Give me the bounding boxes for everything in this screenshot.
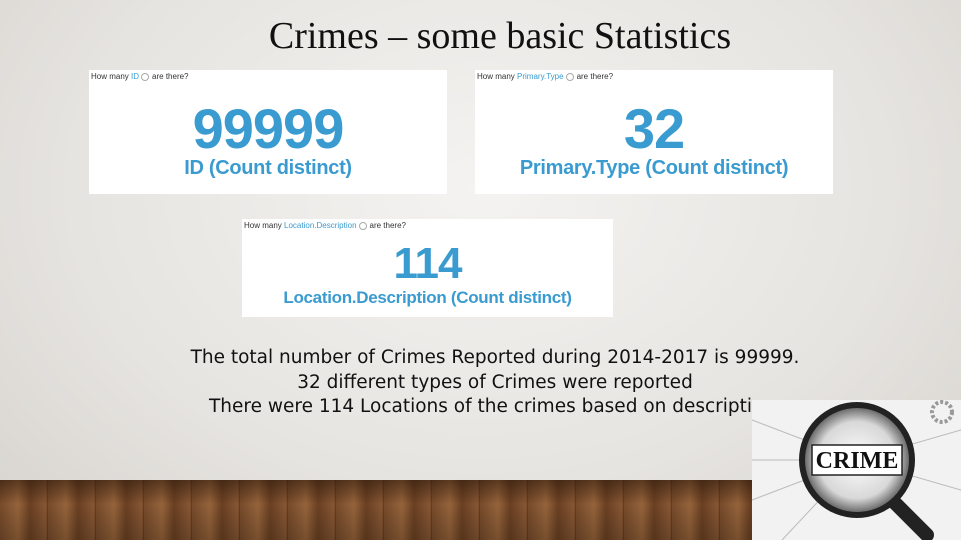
stat-label: ID (Count distinct)	[184, 157, 352, 179]
summary-line: There were 114 Locations of the crimes b…	[209, 396, 781, 417]
gear	[930, 400, 954, 424]
summary-line: The total number of Crimes Reported duri…	[190, 347, 800, 368]
info-icon	[565, 72, 574, 81]
question-suffix: are there?	[369, 221, 406, 230]
question-field: Location.Description	[284, 221, 357, 230]
info-icon	[358, 221, 367, 230]
stat-card: How many ID are there? 99999 ID (Count di…	[89, 70, 447, 194]
question-field: ID	[131, 72, 140, 81]
stat-label: Location.Description (Count distinct)	[283, 288, 572, 307]
info-icon	[141, 72, 150, 81]
magnifier-handle	[885, 493, 934, 540]
question: How many Primary.Type are there?	[477, 72, 613, 81]
magnifier-graphic: CRIME	[752, 400, 961, 540]
label-box	[811, 444, 903, 476]
question-prefix: How many	[477, 72, 515, 81]
question-prefix: How many	[244, 221, 282, 230]
question: How many ID are there?	[91, 72, 189, 81]
stat-card: How many Primary.Type are there? 32 Prima…	[475, 70, 833, 194]
stat-value: 99999	[192, 97, 345, 160]
question-suffix: are there?	[576, 72, 614, 81]
summary-line: 32 different types of Crimes were report…	[297, 371, 693, 393]
question-suffix: are there?	[152, 72, 189, 81]
slide-title: Crimes – some basic Statistics	[268, 15, 732, 57]
summary-text: The total number of Crimes Reported duri…	[0, 346, 961, 420]
stat-value: 114	[393, 239, 463, 288]
crime-image: CRIME	[752, 400, 961, 540]
question: How many Location.Description are there?	[244, 221, 406, 230]
question-prefix: How many	[91, 72, 129, 81]
stat-value: 32	[623, 97, 685, 160]
stat-label: Primary.Type (Count distinct)	[519, 157, 789, 179]
crime-label: CRIME	[816, 448, 899, 474]
stat-card: How many Location.Description are there? …	[242, 219, 613, 317]
question-field: Primary.Type	[517, 72, 564, 81]
